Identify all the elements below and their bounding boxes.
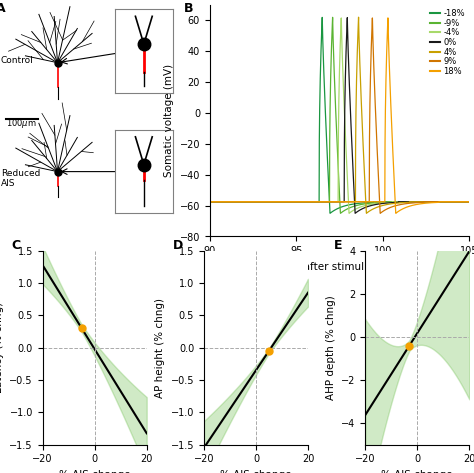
Text: Control: Control bbox=[1, 56, 34, 65]
Text: 100$\mu$m: 100$\mu$m bbox=[6, 117, 36, 131]
Y-axis label: Latency (% chng): Latency (% chng) bbox=[0, 302, 4, 393]
X-axis label: % AIS change: % AIS change bbox=[382, 470, 453, 473]
Text: A: A bbox=[0, 2, 6, 16]
Y-axis label: AHP depth (% chng): AHP depth (% chng) bbox=[326, 295, 336, 400]
X-axis label: % AIS change: % AIS change bbox=[220, 470, 292, 473]
Text: C: C bbox=[11, 239, 20, 252]
Text: B: B bbox=[184, 2, 193, 16]
X-axis label: % AIS change: % AIS change bbox=[59, 470, 130, 473]
Text: Reduced
AIS: Reduced AIS bbox=[1, 169, 40, 188]
Y-axis label: AP height (% chng): AP height (% chng) bbox=[155, 298, 165, 398]
Text: D: D bbox=[173, 239, 183, 252]
X-axis label: Time after stimulus (ms): Time after stimulus (ms) bbox=[275, 262, 403, 272]
Legend: -18%, -9%, -4%, 0%, 4%, 9%, 18%: -18%, -9%, -4%, 0%, 4%, 9%, 18% bbox=[430, 9, 465, 76]
Y-axis label: Somatic voltage (mV): Somatic voltage (mV) bbox=[164, 64, 174, 177]
Text: E: E bbox=[334, 239, 343, 252]
